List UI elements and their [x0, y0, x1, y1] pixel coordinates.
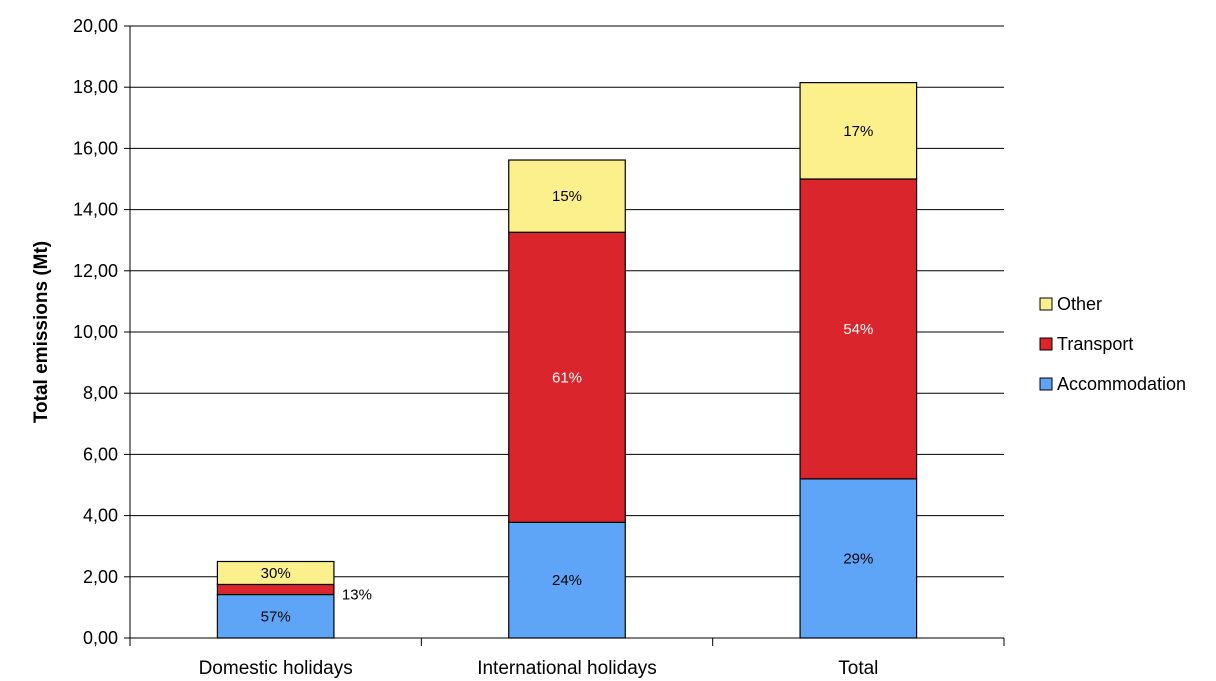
- x-tick-label: Total: [838, 658, 878, 679]
- legend-label-transport: Transport: [1057, 334, 1133, 354]
- x-tick-label: Domestic holidays: [199, 658, 353, 679]
- data-labels: 57% 13% 30% 24% 61% 15% 29% 54% 17%: [261, 123, 874, 625]
- bar-segment-other: [508, 159, 626, 233]
- data-label: 61%: [552, 369, 582, 386]
- legend-swatch-other: [1039, 297, 1053, 311]
- y-axis-title: Total emissions (Mt): [31, 241, 52, 423]
- data-label: 17%: [843, 123, 873, 140]
- x-tick-label: International holidays: [477, 658, 657, 679]
- data-label: 54%: [843, 321, 873, 338]
- bar-segment-transport: [799, 178, 918, 480]
- y-tick-label: 10,00: [73, 322, 118, 342]
- data-label: 15%: [552, 188, 582, 205]
- data-label: 30%: [261, 565, 291, 582]
- legend-label-accommodation: Accommodation: [1057, 374, 1186, 394]
- y-tick-label: 4,00: [83, 506, 118, 526]
- bar-segment-accommodation: [508, 521, 626, 639]
- y-tick-label: 14,00: [73, 200, 118, 220]
- bar-segment-accommodation: [216, 593, 335, 639]
- y-tick-label: 20,00: [73, 16, 118, 36]
- bars: [216, 82, 918, 639]
- y-tick-label: 16,00: [73, 138, 118, 158]
- bar-segment-other: [799, 82, 918, 180]
- data-label: 57%: [261, 608, 291, 625]
- y-tick-label: 2,00: [83, 567, 118, 587]
- y-tick-label: 0,00: [83, 628, 118, 648]
- data-label: 13%: [342, 586, 372, 603]
- y-tick-label: 6,00: [83, 444, 118, 464]
- bar-segment-other: [216, 560, 335, 586]
- legend-swatch-accommodation: [1039, 377, 1053, 391]
- legend: Other Transport Accommodation: [1039, 294, 1186, 394]
- bar-segment-transport: [216, 583, 335, 596]
- bar-segment-transport: [508, 231, 626, 523]
- y-tick-label: 18,00: [73, 77, 118, 97]
- y-tick-label: 12,00: [73, 261, 118, 281]
- legend-label-other: Other: [1057, 294, 1102, 314]
- legend-swatch-transport: [1039, 337, 1053, 351]
- data-label: 29%: [843, 550, 873, 567]
- y-tick-label: 8,00: [83, 383, 118, 403]
- data-label: 24%: [552, 572, 582, 589]
